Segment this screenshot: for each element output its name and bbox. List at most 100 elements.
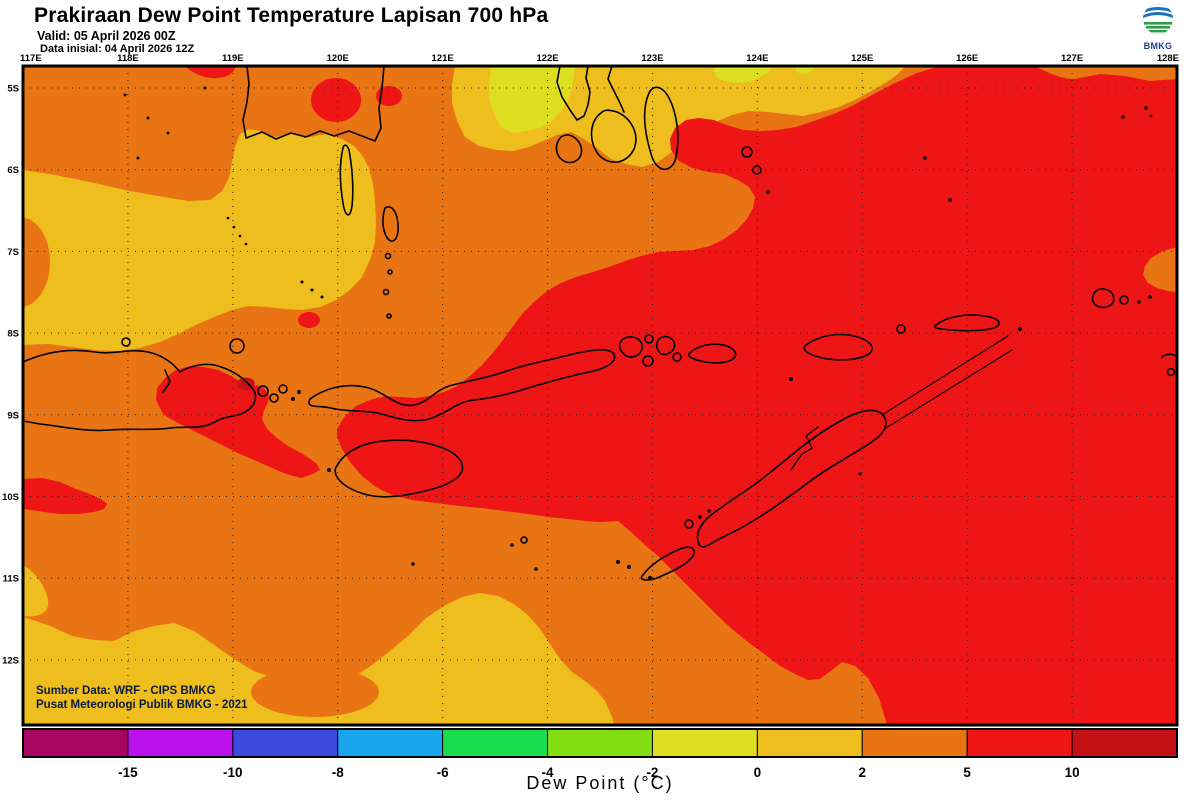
lon-label: 126E [956, 53, 978, 64]
coast-muna-island [590, 109, 637, 163]
coast-moyo-island [121, 337, 131, 347]
contour-amber-leftedge-low [23, 565, 49, 617]
lon-label: 123E [641, 53, 663, 64]
colorbar-tick-label: 5 [963, 765, 971, 780]
contour-yellow-patch-1 [489, 66, 575, 133]
coast-islet [386, 313, 392, 319]
init-time-label: Data inisial: 04 April 2026 12Z [40, 43, 195, 55]
lon-label: 118E [117, 53, 139, 64]
coast-semau [684, 519, 694, 529]
bmkg-logo-icon [1142, 3, 1174, 35]
lon-label: 128E [1157, 53, 1179, 64]
coast-islet [278, 384, 288, 394]
colorbar-segment [127, 728, 234, 758]
longitude-labels: 117E 118E 119E 120E 121E 122E 123E 124E 125E 126E… [20, 53, 1179, 64]
lon-label: 119E [222, 53, 244, 64]
coast-solor [642, 355, 654, 367]
colorbar-tick-label: 10 [1065, 765, 1080, 780]
colorbar-segment [442, 728, 549, 758]
coast-boundary-line-1 [881, 335, 1009, 416]
coast-timor-border [790, 426, 819, 471]
colorbar-tick-label: -4 [542, 765, 554, 780]
lat-label: 6S [7, 165, 19, 176]
colorbar-segment [756, 728, 863, 758]
lon-label: 117E [20, 53, 42, 64]
bmkg-logo-text: BMKG [1143, 41, 1173, 51]
map-frame [21, 64, 1179, 727]
coast-jampea-island [382, 206, 399, 242]
lon-label: 127E [1061, 53, 1083, 64]
lat-label: 5S [7, 84, 19, 95]
bmkg-logo: BMKG [1136, 2, 1180, 51]
source-line-1: Sumber Data: WRF - CIPS BMKG [36, 685, 216, 697]
contour-red-sumbawa [156, 366, 320, 478]
coast-islet [384, 252, 392, 260]
colorbar-segment [232, 728, 339, 758]
colorbar-tick-label: 2 [859, 765, 867, 780]
contour-orange-notch [1143, 247, 1177, 292]
colorbar-segment [651, 728, 758, 758]
colorbar-tick-label: -10 [223, 765, 243, 780]
lat-label: 11S [3, 574, 19, 585]
colorbar-tick-labels: -15 -10 -8 -6 -4 -2 0 2 5 10 [118, 765, 1079, 780]
contour-yellow-patch-2 [714, 66, 772, 83]
coast-sumbawa [23, 349, 257, 432]
coast-sangeang-island [229, 338, 245, 354]
coast-sumba [334, 439, 464, 498]
coast-south-sulawesi [242, 66, 385, 142]
coastlines [23, 66, 1177, 581]
contour-orange-tongue [251, 667, 379, 717]
coast-kabaena-island [555, 134, 583, 164]
source-line-2: Pusat Meteorologi Publik BMKG - 2021 [36, 699, 248, 711]
latitude-labels: 5S 6S 7S 8S 9S 10S 11S 12S [2, 84, 19, 667]
contour-fills [23, 66, 1177, 725]
contour-orange-inlet [23, 217, 50, 307]
lat-label: 9S [7, 410, 19, 421]
colorbar [22, 728, 1178, 758]
contour-red-blob-2 [376, 86, 402, 106]
lon-label: 121E [432, 53, 454, 64]
colorbar-segment [22, 728, 129, 758]
contour-amber-bottomband [23, 593, 614, 725]
coast-selayar-island [339, 144, 354, 216]
colorbar-border [22, 728, 1178, 758]
coast-boundary-line-2 [885, 349, 1013, 429]
coast-islet [644, 334, 654, 344]
contour-yellow-patch-3 [795, 66, 815, 74]
lat-label: 10S [2, 492, 19, 503]
coast-islet [382, 288, 390, 296]
lat-label: 12S [2, 655, 19, 666]
coast-romang [896, 324, 906, 334]
colorbar-tick-label: -2 [646, 765, 658, 780]
coast-islet [387, 269, 393, 275]
lon-label: 122E [536, 53, 558, 64]
coast-wetar [803, 333, 873, 361]
colorbar-segment [1071, 728, 1178, 758]
coast-komodo [257, 385, 269, 397]
island-specks [123, 86, 1153, 581]
colorbar-tick-label: -6 [437, 765, 449, 780]
coast-wakatobi-2 [752, 165, 762, 175]
page-title: Prakiraan Dew Point Temperature Lapisan … [34, 4, 549, 27]
lat-label: 8S [7, 329, 19, 340]
colorbar-segment [966, 728, 1073, 758]
colorbar-segment [861, 728, 968, 758]
coast-rinca [269, 393, 279, 403]
contour-red-topstrip [185, 66, 236, 79]
coast-flores [308, 349, 616, 422]
coast-timor [696, 409, 887, 548]
lon-label: 124E [746, 53, 768, 64]
coast-islet [1119, 295, 1129, 305]
colorbar-segment [337, 728, 444, 758]
coast-se-sulawesi-finger-2 [607, 66, 625, 113]
coast-lembata [655, 335, 676, 356]
colorbar-tick-label: -15 [118, 765, 138, 780]
coast-barat-daya [933, 314, 1000, 332]
coast-saleh-bay [162, 369, 171, 393]
colorbar-segment [547, 728, 653, 758]
coast-buton-island [643, 86, 679, 170]
lon-label: 125E [851, 53, 873, 64]
lon-label: 120E [327, 53, 349, 64]
colorbar-tick-label: 0 [754, 765, 762, 780]
